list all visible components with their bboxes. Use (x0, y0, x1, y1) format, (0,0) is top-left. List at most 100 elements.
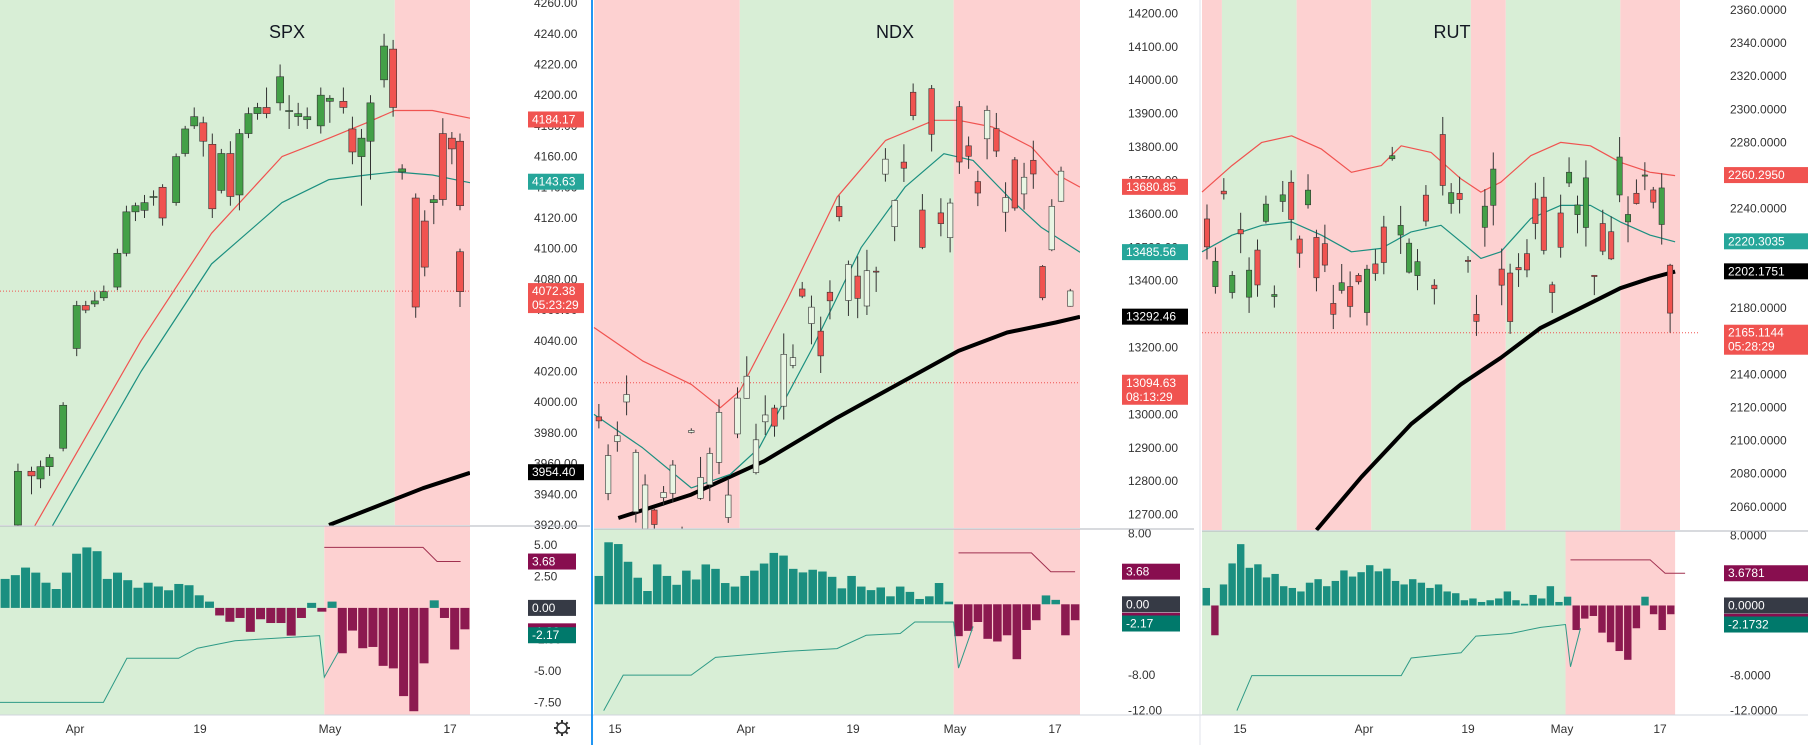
ndx-osc-bar (993, 604, 1002, 642)
spx-osc-bar (123, 580, 133, 608)
ndx-osc-label: 3.68 (1126, 565, 1150, 579)
ndx-osc-bar (623, 561, 633, 605)
rut-candle (1431, 284, 1438, 290)
spx-osc-bar (358, 607, 368, 649)
ndx-osc-signal-line (603, 621, 974, 711)
ndx-osc-bar (682, 570, 691, 605)
ndx-candle (1048, 206, 1055, 251)
spx-osc-bar (419, 607, 429, 664)
ndx-candle (688, 430, 695, 433)
rut-candle (1667, 264, 1674, 314)
rut-osc-bar (1632, 605, 1641, 629)
ndx-candle (891, 200, 898, 228)
spx-time-label: 17 (443, 722, 457, 736)
spx-osc-band (0, 526, 325, 715)
ndx-candle (734, 397, 741, 435)
ndx-osc-bar (614, 544, 623, 605)
ndx-osc-bar (633, 577, 642, 605)
spx-candle (429, 199, 438, 203)
rut-candle (1540, 196, 1547, 251)
ndx-osc-bar (915, 598, 924, 605)
ndx-candle (789, 357, 797, 366)
ndx-candle (900, 161, 908, 169)
ndx-osc-bar (808, 569, 817, 605)
spx-candle (36, 466, 45, 480)
spx-price-tick: 3980.00 (534, 426, 578, 440)
ndx-osc-tick: -8.00 (1128, 668, 1156, 682)
rut-candle (1422, 194, 1429, 222)
ndx-price-label-bg (1122, 244, 1188, 261)
spx-osc-bar (31, 572, 41, 608)
spx-candle (99, 291, 108, 299)
spx-price-label: 3954.40 (532, 465, 576, 479)
ndx-osc-bar (847, 575, 856, 605)
spx-ma-teal (0, 171, 471, 618)
rut-candle (1490, 168, 1497, 206)
rut-osc-bar (1503, 591, 1512, 606)
spx-candle (411, 197, 420, 308)
rut-price-label-bg (1724, 167, 1808, 184)
ndx-candle (715, 412, 723, 463)
spx-osc-label-bg (528, 553, 576, 570)
spx-candle (45, 457, 54, 467)
spx-osc-tick: 2.50 (534, 569, 558, 583)
rut-price-tick: 2280.0000 (1730, 135, 1787, 149)
spx-osc-tick: 5.00 (534, 538, 558, 552)
rut-osc-label-bg (1724, 597, 1808, 614)
spx-ma-red (0, 109, 471, 587)
rut-price-tick: 2320.0000 (1730, 69, 1787, 83)
spx-candle (357, 137, 366, 157)
rut-osc-label: -2.1732 (1728, 618, 1769, 632)
ndx-osc-upper-line (958, 552, 1076, 573)
rut-osc-bar (1331, 580, 1340, 606)
ndx-osc-bar (1032, 604, 1041, 621)
spx-price-band (0, 0, 395, 525)
ndx-price-tick: 13600.00 (1128, 207, 1178, 221)
rut-osc-bar (1606, 605, 1615, 643)
ndx-candle (947, 202, 954, 238)
rut-osc-bar (1641, 596, 1649, 606)
spx-osc-label: 0.00 (532, 601, 556, 615)
ndx-osc-bar (925, 596, 934, 605)
rut-candle (1347, 286, 1354, 307)
rut-price-tick: 2120.0000 (1730, 400, 1787, 414)
rut-candle (1414, 261, 1421, 276)
ndx-candle (632, 452, 639, 513)
spx-osc-bar (21, 567, 31, 608)
ndx-osc-bar (1070, 604, 1080, 621)
ndx-candle (910, 91, 917, 116)
ndx-osc-bar (944, 601, 954, 605)
spx-osc-bar (317, 607, 327, 612)
spx-candle (72, 305, 81, 349)
ndx-osc-bar (983, 604, 992, 639)
ndx-osc-bar (1051, 599, 1060, 605)
rut-price-label: 2202.1751 (1728, 264, 1785, 278)
spx-candle (122, 211, 131, 254)
rut-osc-bar (1572, 605, 1580, 631)
rut-osc-bar (1649, 605, 1658, 615)
spx-candle (208, 143, 217, 210)
spx-candle (285, 110, 294, 112)
rut-candle (1364, 268, 1370, 313)
spx-osc-bar (194, 595, 204, 608)
rut-candle (1279, 194, 1286, 202)
spx-osc-bar (307, 602, 317, 608)
spx-time-label: 19 (193, 722, 207, 736)
spx-osc-bar (174, 583, 184, 608)
rut-candle (1372, 263, 1379, 274)
ndx-osc-tick: -12.00 (1128, 704, 1162, 718)
spx-price-label: 4143.63 (532, 175, 576, 189)
rut-candle (1338, 282, 1345, 291)
spx-osc-bar (143, 582, 153, 608)
rut-osc-bar (1589, 605, 1598, 616)
gear-icon-tooth (564, 721, 569, 726)
rut-candle (1599, 223, 1606, 252)
rut-price-band (1296, 0, 1372, 530)
rut-osc-bar (1280, 586, 1288, 606)
rut-price-band (1470, 0, 1506, 530)
rut-candle (1523, 253, 1530, 271)
rut-price-tick: 2180.0000 (1730, 301, 1787, 315)
ndx-osc-bar (711, 568, 720, 605)
spx-osc-bar (399, 607, 409, 697)
spx-title: SPX (269, 22, 305, 42)
